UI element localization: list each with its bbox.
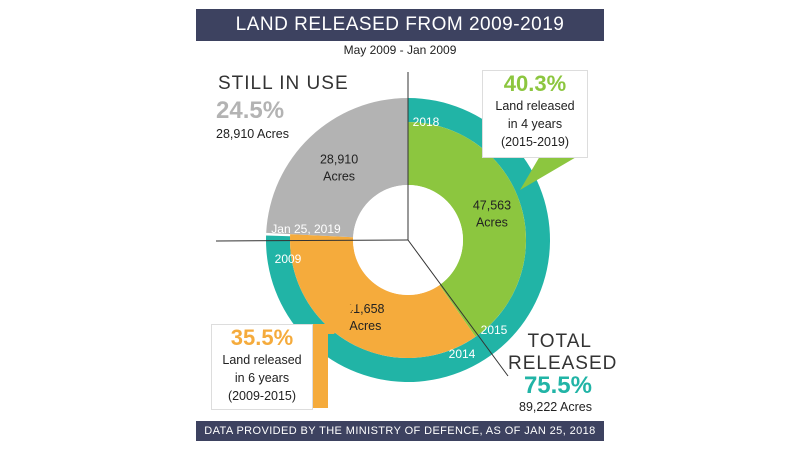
slice-unit-label: Acres bbox=[323, 170, 355, 184]
callout-6-years-line2: in 6 years bbox=[234, 371, 290, 385]
callout-4-years-line1: Land released bbox=[495, 99, 575, 113]
year-label: 2014 bbox=[449, 347, 476, 361]
year-label: 2015 bbox=[481, 323, 508, 337]
leader-line bbox=[407, 239, 509, 377]
slice-value-label: 28,910 bbox=[320, 153, 358, 167]
callout-6-years-line3: (2009-2015) bbox=[227, 389, 297, 403]
slice-unit-label: Acres bbox=[349, 319, 381, 333]
total-released-heading: TOTAL RELEASED bbox=[508, 331, 616, 375]
slice-value-label: 47,563 bbox=[473, 199, 511, 213]
chart-title: LAND RELEASED FROM 2009-2019 bbox=[196, 9, 604, 41]
total-released-acres: 89,222 Acres bbox=[519, 400, 592, 414]
callout-6-years: 35.5% Land released in 6 years (2009-201… bbox=[211, 324, 313, 410]
callout-4-years-percent: 40.3% bbox=[503, 71, 567, 96]
source-footer: DATA PROVIDED BY THE MINISTRY OF DEFENCE… bbox=[196, 421, 604, 441]
year-label: 2018 bbox=[413, 115, 440, 129]
year-label: 2009 bbox=[275, 252, 302, 266]
slice-value-label: 41,658 bbox=[346, 302, 384, 316]
still-in-use-acres: 28,910 Acres bbox=[216, 127, 289, 141]
total-released-percent: 75.5% bbox=[523, 372, 592, 399]
slice-47563 bbox=[408, 122, 526, 337]
callout-4-years-line3: (2015-2019) bbox=[500, 135, 570, 149]
still-in-use-percent: 24.5% bbox=[216, 97, 285, 124]
still-in-use-heading: STILL IN USE bbox=[218, 73, 349, 94]
total-released-line2: RELEASED bbox=[508, 353, 618, 374]
slice-28910 bbox=[266, 98, 408, 238]
callout-4-years: 40.3% Land released in 4 years (2015-201… bbox=[482, 70, 588, 158]
leader-line bbox=[215, 239, 409, 242]
total-released-line1: TOTAL bbox=[527, 331, 592, 352]
callout-6-years-line1: Land released bbox=[222, 353, 302, 367]
year-label: Jan 25, 2019 bbox=[271, 222, 341, 236]
callout-6-years-pointer bbox=[311, 300, 360, 408]
callout-4-years-line2: in 4 years bbox=[507, 117, 563, 131]
chart-subtitle: May 2009 - Jan 2009 bbox=[343, 43, 457, 57]
callout-6-years-percent: 35.5% bbox=[230, 325, 294, 350]
slice-unit-label: Acres bbox=[476, 216, 508, 230]
